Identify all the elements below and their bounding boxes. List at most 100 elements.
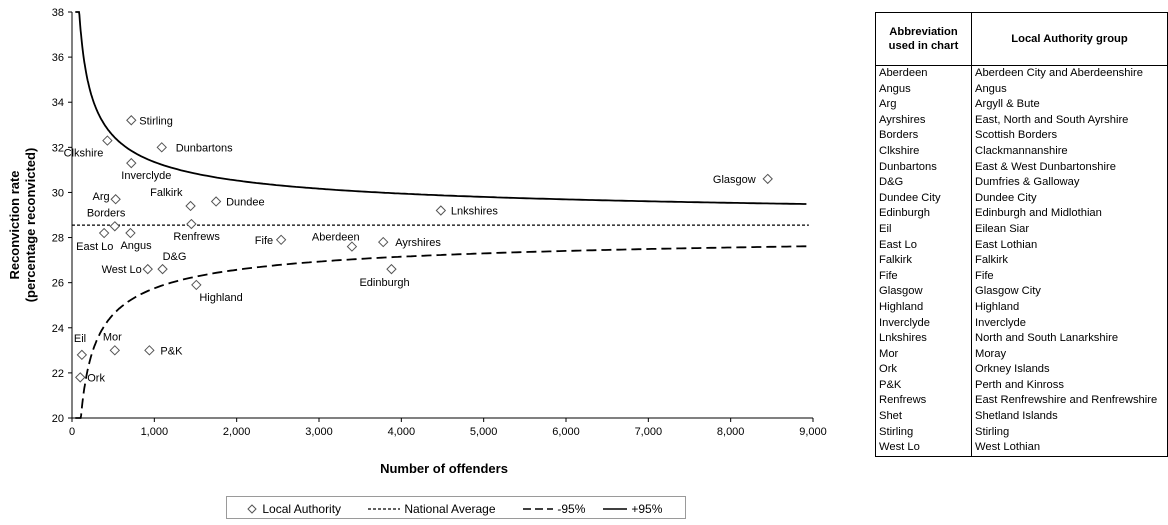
authority-cell: Shetland Islands xyxy=(971,409,1168,425)
table-row: Dunbartons East & West Dunbartonshire xyxy=(875,159,1168,176)
data-point xyxy=(191,279,202,291)
chart-legend: Local Authority National Average -95% +9… xyxy=(226,496,686,519)
data-point xyxy=(435,205,447,216)
abbreviation-cell: Borders xyxy=(875,128,972,144)
point-label: Aberdeen xyxy=(312,232,360,244)
legend-label: +95% xyxy=(631,501,663,516)
point-label: D&G xyxy=(163,251,187,263)
point-label: East Lo xyxy=(76,241,113,253)
authority-cell: East Lothian xyxy=(971,237,1168,254)
point-label: Lnkshires xyxy=(451,205,499,217)
data-point xyxy=(762,173,773,185)
data-point xyxy=(109,221,121,232)
abbreviation-cell: P&K xyxy=(875,377,972,394)
point-label: Eil xyxy=(74,333,86,345)
table-row: P&K Perth and Kinross xyxy=(875,377,1168,394)
table-row: Borders Scottish Borders xyxy=(875,128,1168,144)
data-point xyxy=(76,349,88,361)
authority-cell: East Renfrewshire and Renfrewshire xyxy=(971,393,1168,410)
authority-cell: Orkney Islands xyxy=(971,362,1168,378)
table-header-row: Abbreviation used in chart Local Authori… xyxy=(875,12,1168,66)
point-label: Edinburgh xyxy=(359,277,409,289)
point-label: Inverclyde xyxy=(121,170,171,182)
abbreviation-cell: Dunbartons xyxy=(875,159,972,176)
authority-cell: North and South Lanarkshire xyxy=(971,331,1168,347)
x-tick-label: 6,000 xyxy=(552,426,580,438)
lower-95-line xyxy=(75,245,807,419)
authority-cell: Aberdeen City and Aberdeenshire xyxy=(971,64,1168,82)
dotted-line-icon xyxy=(368,508,400,510)
y-tick-label: 20 xyxy=(52,413,64,425)
authority-cell: Dumfries & Galloway xyxy=(971,175,1168,191)
table-row: Glasgow Glasgow City xyxy=(875,284,1168,300)
table-row: Mor Moray xyxy=(875,346,1168,363)
x-tick-label: 8,000 xyxy=(717,426,745,438)
legend-label: Local Authority xyxy=(262,501,342,516)
table-row: Ork Orkney Islands xyxy=(875,362,1168,378)
abbreviation-cell: Ork xyxy=(875,362,972,378)
data-point xyxy=(102,135,113,146)
y-tick-label: 28 xyxy=(52,233,64,245)
y-tick-label: 24 xyxy=(52,323,64,335)
data-point xyxy=(144,345,155,356)
legend-item-lower-95: -95% xyxy=(522,501,586,516)
legend-item-local-authority: Local Authority xyxy=(245,501,342,516)
abbreviation-cell: Dundee City xyxy=(875,190,972,207)
diamond-marker-icon xyxy=(247,504,257,514)
x-tick-label: 0 xyxy=(69,426,75,438)
y-tick-label: 26 xyxy=(52,278,64,290)
data-point xyxy=(126,115,137,126)
authority-cell: Falkirk xyxy=(971,253,1168,269)
x-tick-label: 9,000 xyxy=(799,426,827,438)
data-point xyxy=(210,196,222,207)
legend-label: -95% xyxy=(557,501,586,516)
data-point xyxy=(110,194,121,205)
data-point xyxy=(126,157,137,169)
data-point xyxy=(275,234,287,246)
authority-cell: Fife xyxy=(971,268,1168,285)
abbreviation-cell: Falkirk xyxy=(875,253,972,269)
legend-item-upper-95: +95% xyxy=(602,501,663,516)
abbreviation-cell: Edinburgh xyxy=(875,206,972,222)
point-label: Arg xyxy=(93,191,110,203)
point-label: Borders xyxy=(87,207,126,219)
table-row: East Lo East Lothian xyxy=(875,237,1168,254)
table-row: Inverclyde Inverclyde xyxy=(875,315,1168,332)
legend-label: National Average xyxy=(404,501,496,516)
point-label: Mor xyxy=(103,331,122,343)
data-point xyxy=(157,263,168,275)
authority-cell: Stirling xyxy=(971,424,1168,441)
abbreviation-cell: Aberdeen xyxy=(875,64,972,82)
table-row: West Lo West Lothian xyxy=(875,440,1168,457)
authority-cell: Argyll & Bute xyxy=(971,97,1168,113)
abbreviation-cell: East Lo xyxy=(875,237,972,254)
point-label: Ayrshires xyxy=(395,237,441,249)
table-row: Renfrews East Renfrewshire and Renfrewshi… xyxy=(875,393,1168,410)
abbreviation-cell: Clkshire xyxy=(875,143,972,160)
data-point xyxy=(386,263,397,275)
data-point xyxy=(378,236,389,248)
abbreviation-cell: Arg xyxy=(875,97,972,113)
y-axis-label-secondary: (percentage reconvicted) xyxy=(23,148,38,303)
data-point xyxy=(75,372,86,383)
abbreviation-cell: Glasgow xyxy=(875,284,972,300)
point-label: P&K xyxy=(160,345,183,357)
abbreviation-table: Abbreviation used in chart Local Authori… xyxy=(875,12,1168,457)
axes: 0 1,000 2,000 3,000 4,000 5,000 6,000 7,000 8,00… xyxy=(52,7,827,438)
data-point xyxy=(109,345,121,356)
x-tick-label: 2,000 xyxy=(223,426,251,438)
y-tick-label: 30 xyxy=(52,187,64,199)
dashed-line-icon xyxy=(523,508,553,510)
point-label: West Lo xyxy=(102,264,142,276)
abbreviation-cell: Lnkshires xyxy=(875,331,972,347)
authority-cell: Edinburgh and Midlothian xyxy=(971,206,1168,222)
point-label: Angus xyxy=(120,240,152,252)
authority-cell: Highland xyxy=(971,299,1168,316)
abbreviation-cell: Eil xyxy=(875,221,972,238)
abbreviation-cell: Renfrews xyxy=(875,393,972,410)
data-points: Stirling Clkshire Dunbartons Inverclyde Arg F… xyxy=(64,115,773,384)
abbreviation-cell: Angus xyxy=(875,81,972,98)
table-row: Clkshire Clackmannanshire xyxy=(875,143,1168,160)
table-row: Arg Argyll & Bute xyxy=(875,97,1168,113)
authority-cell: East, North and South Ayrshire xyxy=(971,112,1168,129)
